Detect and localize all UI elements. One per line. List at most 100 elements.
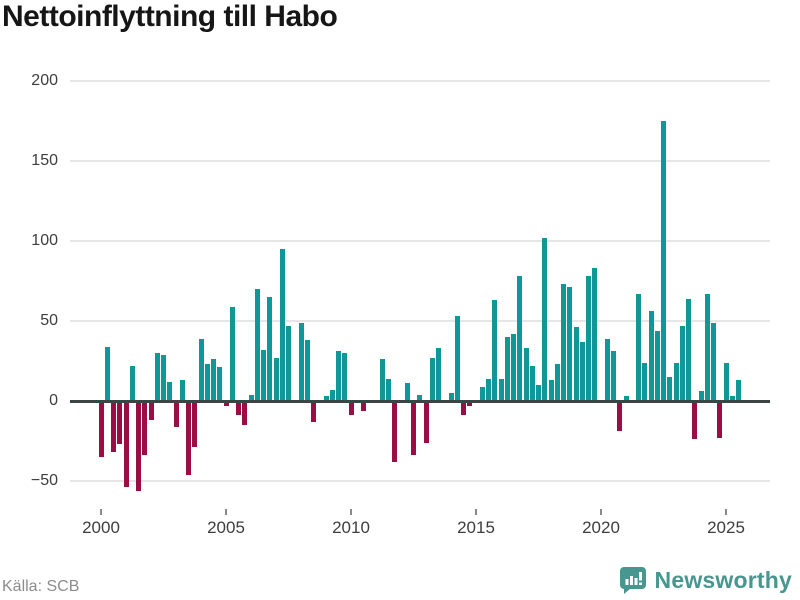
- bar-2001-q2[interactable]: [129, 365, 135, 401]
- bar-2005-q3[interactable]: [236, 401, 241, 416]
- bar-2022-q4[interactable]: [667, 377, 673, 401]
- bar-2006-q4[interactable]: [267, 297, 273, 401]
- bar-2011-q3[interactable]: [386, 378, 391, 401]
- bar-2018-q2[interactable]: [554, 364, 560, 401]
- bar-2011-q4[interactable]: [392, 401, 398, 462]
- bar-2014-q4[interactable]: [467, 401, 473, 406]
- bar-2025-q1[interactable]: [723, 362, 729, 401]
- bar-2025-q2[interactable]: [729, 396, 735, 401]
- x-tick-2020: [600, 509, 602, 515]
- bar-2019-q1[interactable]: [573, 327, 579, 401]
- bar-2005-q1[interactable]: [223, 401, 229, 406]
- bar-2005-q2[interactable]: [229, 306, 235, 401]
- bar-2013-q2[interactable]: [429, 357, 435, 401]
- bar-2003-q2[interactable]: [179, 380, 185, 401]
- bar-2023-q4[interactable]: [692, 401, 698, 440]
- bar-2016-q3[interactable]: [511, 333, 516, 401]
- bar-2001-q4[interactable]: [142, 401, 148, 456]
- bar-2004-q1[interactable]: [198, 338, 204, 401]
- bar-2010-q1[interactable]: [348, 401, 354, 416]
- bar-2012-q3[interactable]: [411, 401, 416, 456]
- bar-2021-q3[interactable]: [636, 293, 641, 401]
- bar-2009-q2[interactable]: [329, 389, 335, 401]
- bar-2000-q2[interactable]: [104, 346, 110, 401]
- bar-2020-q3[interactable]: [611, 351, 616, 401]
- bar-2007-q2[interactable]: [279, 249, 285, 401]
- gridline-150: [70, 160, 770, 162]
- bar-2013-q3[interactable]: [436, 348, 441, 401]
- bar-2009-q1[interactable]: [323, 396, 329, 401]
- bar-2021-q4[interactable]: [642, 362, 648, 401]
- bar-2018-q4[interactable]: [567, 287, 573, 401]
- bar-2010-q3[interactable]: [361, 401, 366, 411]
- bar-2018-q3[interactable]: [561, 284, 566, 401]
- bar-2002-q4[interactable]: [167, 381, 173, 401]
- bar-2019-q3[interactable]: [586, 276, 591, 401]
- bar-2012-q4[interactable]: [417, 394, 423, 401]
- newsworthy-logo[interactable]: Newsworthy: [619, 566, 792, 594]
- bar-2002-q1[interactable]: [148, 401, 154, 421]
- bar-2012-q2[interactable]: [404, 383, 410, 401]
- bar-2004-q3[interactable]: [211, 359, 216, 401]
- bar-2009-q4[interactable]: [342, 353, 348, 401]
- bar-2000-q3[interactable]: [111, 401, 116, 453]
- bar-2013-q1[interactable]: [423, 401, 429, 443]
- bar-2005-q4[interactable]: [242, 401, 248, 425]
- bar-2014-q3[interactable]: [461, 401, 466, 416]
- bar-2000-q1[interactable]: [98, 401, 104, 457]
- bar-2008-q2[interactable]: [304, 340, 310, 401]
- bar-2024-q1[interactable]: [698, 391, 704, 401]
- bar-2015-q4[interactable]: [492, 300, 498, 401]
- bar-2004-q2[interactable]: [204, 364, 210, 401]
- bar-2019-q2[interactable]: [579, 341, 585, 401]
- bar-2003-q4[interactable]: [192, 401, 198, 448]
- bar-2009-q3[interactable]: [336, 351, 341, 401]
- bar-2007-q1[interactable]: [273, 357, 279, 401]
- bar-2002-q2[interactable]: [154, 353, 160, 401]
- bar-2004-q4[interactable]: [217, 367, 223, 401]
- bar-2011-q2[interactable]: [379, 359, 385, 401]
- bar-2015-q2[interactable]: [479, 386, 485, 401]
- bar-2017-q4[interactable]: [542, 237, 548, 401]
- bar-2018-q1[interactable]: [548, 380, 554, 401]
- bar-2017-q1[interactable]: [523, 348, 529, 401]
- bar-2003-q1[interactable]: [173, 401, 179, 427]
- bar-2024-q2[interactable]: [704, 293, 710, 401]
- bar-2008-q1[interactable]: [298, 322, 304, 401]
- bar-2014-q1[interactable]: [448, 393, 454, 401]
- bar-2006-q3[interactable]: [261, 349, 266, 401]
- bar-2023-q3[interactable]: [686, 298, 691, 401]
- bar-2024-q3[interactable]: [711, 322, 716, 401]
- x-tick-2010: [350, 509, 352, 515]
- bar-2006-q1[interactable]: [248, 394, 254, 401]
- bar-2022-q2[interactable]: [654, 330, 660, 401]
- bar-2014-q2[interactable]: [454, 316, 460, 401]
- x-axis-label-2020: 2020: [582, 518, 620, 537]
- bar-2001-q3[interactable]: [136, 401, 141, 491]
- bar-2021-q1[interactable]: [623, 396, 629, 401]
- bar-2000-q4[interactable]: [117, 401, 123, 445]
- bar-2017-q2[interactable]: [529, 365, 535, 401]
- bar-2001-q1[interactable]: [123, 401, 129, 488]
- bar-2023-q2[interactable]: [679, 325, 685, 401]
- bar-2016-q4[interactable]: [517, 276, 523, 401]
- newsworthy-icon: [619, 567, 646, 594]
- bar-2007-q3[interactable]: [286, 325, 291, 401]
- bar-2024-q4[interactable]: [717, 401, 723, 438]
- bar-2022-q3[interactable]: [661, 121, 666, 401]
- bar-2002-q3[interactable]: [161, 354, 166, 401]
- bar-2025-q3[interactable]: [736, 380, 741, 401]
- bar-2015-q3[interactable]: [486, 378, 491, 401]
- bar-2020-q4[interactable]: [617, 401, 623, 432]
- bar-2017-q3[interactable]: [536, 385, 541, 401]
- bar-2016-q1[interactable]: [498, 378, 504, 401]
- bar-2020-q2[interactable]: [604, 338, 610, 401]
- bar-2003-q3[interactable]: [186, 401, 191, 475]
- bar-2016-q2[interactable]: [504, 337, 510, 401]
- bar-2019-q4[interactable]: [592, 268, 598, 401]
- bar-2008-q3[interactable]: [311, 401, 316, 422]
- bar-2022-q1[interactable]: [648, 311, 654, 401]
- bar-2023-q1[interactable]: [673, 362, 679, 401]
- x-axis-label-2025: 2025: [707, 518, 745, 537]
- bar-2006-q2[interactable]: [254, 289, 260, 401]
